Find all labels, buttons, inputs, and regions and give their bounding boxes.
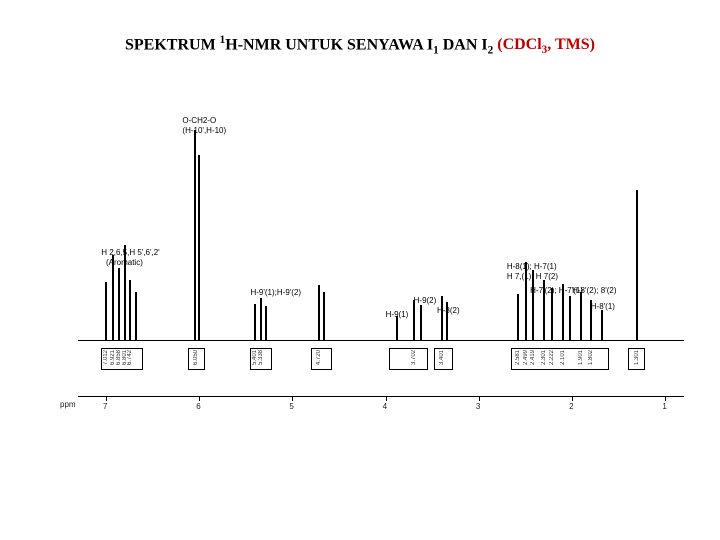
- nmr-peak: [420, 305, 422, 340]
- ppm-value-label: 2.419: [530, 350, 536, 365]
- xaxis-line: [78, 396, 684, 397]
- peak-annotation: H 7,(1); H 7(2): [507, 272, 558, 281]
- ppm-value-label: 6.050: [193, 350, 199, 365]
- nmr-spectrum: O-CH2-O(H-10',H-10) H 2,6,5,H 5',6',2'(Ar…: [78, 110, 684, 380]
- ppm-value-label: 3.702: [411, 350, 417, 365]
- title-suffix: , TMS): [547, 36, 595, 53]
- peak-annotation: (H-10',H-10): [182, 126, 226, 135]
- nmr-peak: [323, 292, 325, 340]
- ppm-value-label: 1.901: [578, 350, 584, 365]
- title-mid2: DAN I: [439, 36, 488, 53]
- nmr-peak: [636, 190, 638, 340]
- nmr-peak: [198, 155, 200, 340]
- peak-annotation: H-8'(1): [591, 302, 615, 311]
- integration-box: [389, 348, 427, 370]
- ppm-value-label: 2.222: [549, 350, 555, 365]
- ppm-value-label: 1.301: [634, 350, 640, 365]
- title-prefix: SPEKTRUM: [125, 36, 220, 53]
- ppm-value-label: 5.338: [258, 350, 264, 365]
- page-title: SPEKTRUM 1H-NMR UNTUK SENYAWA I1 DAN I2 …: [0, 34, 720, 57]
- nmr-peak: [112, 255, 114, 340]
- xaxis-tick-label: 3: [476, 402, 480, 411]
- ppm-value-label: 1.802: [588, 350, 594, 365]
- nmr-peak: [601, 310, 603, 340]
- ppm-value-label: 2.499: [523, 350, 529, 365]
- nmr-peak: [318, 285, 320, 340]
- nmr-peak: [254, 304, 256, 340]
- nmr-peak: [118, 268, 120, 340]
- xaxis-label: ppm: [60, 400, 76, 409]
- ppm-value-label: 4.720: [316, 350, 322, 365]
- nmr-peak: [105, 282, 107, 340]
- xaxis-tick-label: 1: [662, 402, 666, 411]
- peak-annotation: H-9'(1);H-9'(2): [250, 288, 301, 297]
- ppm-value-label: 2.581: [515, 350, 521, 365]
- ppm-value-label: 3.401: [439, 350, 445, 365]
- ppm-value-label: 2.101: [560, 350, 566, 365]
- xaxis-tick-label: 7: [103, 402, 107, 411]
- title-mid1: H-NMR UNTUK SENYAWA I: [225, 36, 433, 53]
- xaxis-tick-label: 5: [289, 402, 293, 411]
- xaxis-tick-label: 6: [196, 402, 200, 411]
- nmr-peak: [569, 296, 571, 340]
- nmr-peak: [441, 296, 443, 340]
- ppm-value-label: 2.301: [541, 350, 547, 365]
- nmr-peak: [396, 316, 398, 340]
- xaxis-tick-label: 2: [569, 402, 573, 411]
- peak-annotation: (Aromatic): [106, 258, 143, 267]
- nmr-peak: [265, 306, 267, 340]
- xaxis-tick-label: 4: [383, 402, 387, 411]
- nmr-peak: [135, 292, 137, 340]
- ppm-value-label: 6.742: [127, 350, 133, 365]
- nmr-peak: [413, 300, 415, 340]
- nmr-peak: [260, 298, 262, 340]
- peak-annotation: H-8'(2); 8'(2): [572, 286, 616, 295]
- nmr-peak: [517, 294, 519, 340]
- nmr-peak: [551, 288, 553, 340]
- peak-annotation: H-8(1); H-7(1): [507, 262, 557, 271]
- nmr-peak: [194, 130, 196, 340]
- title-mid3: (CDCl: [493, 36, 541, 53]
- baseline: [78, 340, 684, 341]
- peak-annotation: O-CH2-O: [182, 116, 216, 125]
- ppm-value-label: 7.012: [103, 350, 109, 365]
- peak-annotation: H-9(1): [386, 310, 409, 319]
- peak-annotation: H 2,6,5,H 5',6',2': [101, 248, 159, 257]
- nmr-peak: [129, 280, 131, 340]
- peak-annotation: H-8(2): [437, 306, 460, 315]
- nmr-peak: [580, 292, 582, 340]
- peak-annotation: H-9(2): [414, 296, 437, 305]
